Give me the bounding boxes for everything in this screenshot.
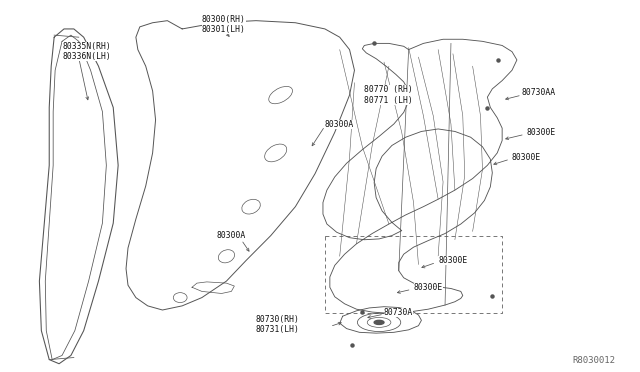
Circle shape — [374, 320, 384, 324]
Text: 80730A: 80730A — [384, 308, 413, 317]
Text: 80300(RH)
80301(LH): 80300(RH) 80301(LH) — [202, 15, 246, 35]
Text: 80300E: 80300E — [512, 153, 541, 161]
Text: 80730AA: 80730AA — [522, 89, 556, 97]
Text: R8030012: R8030012 — [572, 356, 616, 365]
Text: 80770 (RH)
80771 (LH): 80770 (RH) 80771 (LH) — [364, 85, 413, 105]
Text: 80300A: 80300A — [325, 119, 354, 128]
Text: 80300E: 80300E — [413, 283, 443, 292]
Text: 80300E: 80300E — [438, 256, 467, 265]
Text: 80300E: 80300E — [527, 128, 556, 137]
Text: 80300A: 80300A — [216, 231, 246, 240]
Text: 80730(RH)
80731(LH): 80730(RH) 80731(LH) — [256, 315, 300, 334]
Text: 80335N(RH)
80336N(LH): 80335N(RH) 80336N(LH) — [62, 42, 111, 61]
